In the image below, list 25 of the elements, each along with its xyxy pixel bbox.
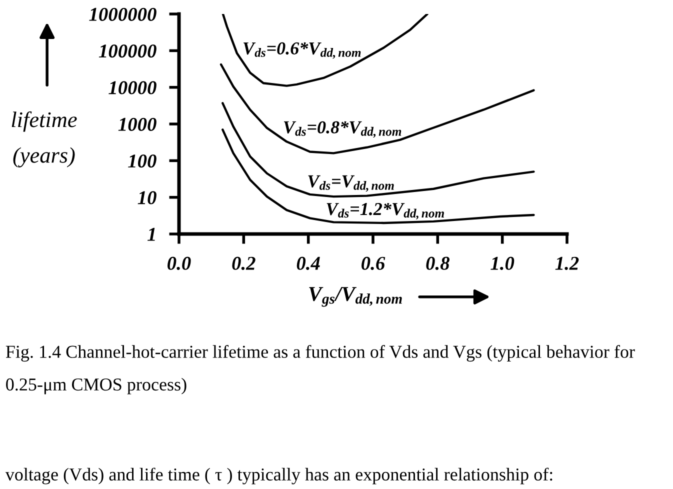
x-tick-label: 0.4 — [296, 256, 320, 270]
line-series — [220, 63, 535, 154]
line-series — [222, 102, 535, 198]
y-tick-label: 10 — [138, 191, 156, 204]
y-tick-label: 100 — [128, 154, 156, 168]
x-tick-label: 0.0 — [168, 256, 191, 270]
x-tick-label: 1.0 — [490, 256, 514, 270]
line-series — [222, 14, 428, 87]
series-label: V$_{ds}$=0.8*V$_{dd,nom}$ — [284, 121, 402, 138]
caption: Fig. 1.4 Channel-hot-carrier lifetime as a function of Vds and Vgs (typical behavior for 0.25-μm CMOS process) — [6, 345, 635, 394]
x-axis-title: V$_{gs}$/V$_{dd,nom}$ — [309, 287, 402, 307]
x-tick-label: 0.2 — [232, 256, 256, 270]
series-label: V$_{ds}$=0.6*V$_{dd,nom}$ — [243, 42, 361, 59]
text: voltage (Vds) and life time ( τ ) typically has an exponential relationship of: — [5, 468, 552, 484]
y-tick-label: 1 — [148, 228, 155, 241]
series-label: V$_{ds}$=V$_{dd,nom}$ — [308, 175, 394, 192]
y-tick-label: 10000 — [108, 81, 156, 94]
series-label: V$_{ds}$=1.2*V$_{dd,nom}$ — [326, 202, 444, 220]
y-tick-label: 1000 — [118, 118, 156, 131]
x-tick-label: 1.2 — [555, 256, 579, 270]
x-tick-label: 0.6 — [362, 256, 386, 270]
y-tick-label: 100000 — [98, 44, 156, 58]
y-tick-label: 1000000 — [89, 8, 156, 21]
x-tick-label: 0.8 — [426, 256, 450, 270]
y-axis-title: lifetime (years) — [12, 111, 77, 168]
